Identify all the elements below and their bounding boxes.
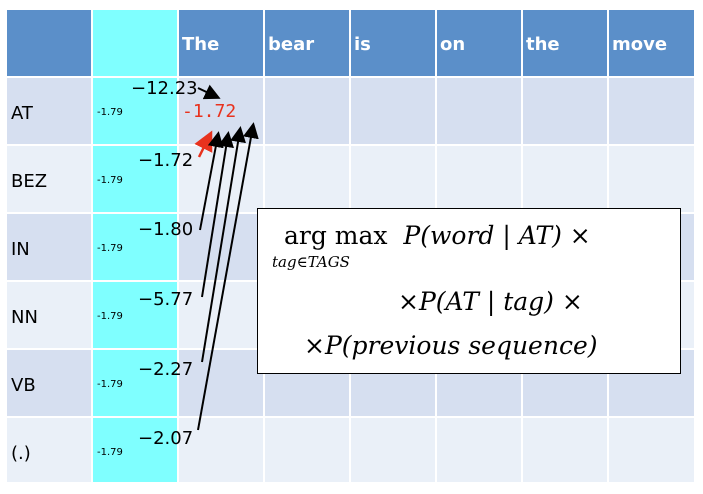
prev-score-at: −12.23 <box>131 78 198 99</box>
tag-label: VB <box>7 350 93 418</box>
best-score: -1.72 <box>182 101 237 122</box>
start-cell: -1.79 <box>93 146 179 214</box>
tag-label: NN <box>7 282 93 350</box>
table-cell <box>351 146 437 214</box>
table-cell <box>523 146 609 214</box>
start-score: -1.79 <box>97 107 123 118</box>
prev-score-period: −2.07 <box>138 428 194 449</box>
header-word: move <box>609 10 694 78</box>
table-cell <box>609 78 694 146</box>
start-score: -1.79 <box>97 447 123 458</box>
start-cell: -1.79 <box>93 418 179 484</box>
header-word: bear <box>265 10 351 78</box>
start-score: -1.79 <box>97 175 123 186</box>
start-score: -1.79 <box>97 311 123 322</box>
formula-line-2: ×P(AT | tag) × <box>398 287 583 316</box>
header-word: is <box>351 10 437 78</box>
table-cell <box>609 418 694 484</box>
formula-box: arg max P(word | AT) × tag∈TAGS ×P(AT | … <box>257 208 681 374</box>
argmax-operator: arg max <box>284 221 388 250</box>
formula-line-1: arg max P(word | AT) × <box>284 221 591 250</box>
header-corner <box>7 10 93 78</box>
table-cell <box>609 146 694 214</box>
prev-score-in: −1.80 <box>138 219 194 240</box>
header-word: on <box>437 10 523 78</box>
start-score: -1.79 <box>97 243 123 254</box>
tag-label: BEZ <box>7 146 93 214</box>
formula-emission-term: P(word | AT) × <box>403 221 591 250</box>
header-word: the <box>523 10 609 78</box>
prev-score-nn: −5.77 <box>138 289 194 310</box>
table-cell <box>523 78 609 146</box>
header-start-column <box>93 10 179 78</box>
start-cell: -1.79 <box>93 282 179 350</box>
start-cell: -1.79 <box>93 214 179 282</box>
start-score: -1.79 <box>97 379 123 390</box>
table-cell <box>351 418 437 484</box>
table-cell <box>437 418 523 484</box>
table-cell <box>351 78 437 146</box>
table-cell <box>265 146 351 214</box>
tag-label: IN <box>7 214 93 282</box>
formula-line-3: ×P(previous sequence) <box>304 331 598 360</box>
start-cell: -1.79 <box>93 78 179 146</box>
table-cell <box>437 146 523 214</box>
tag-label: AT <box>7 78 93 146</box>
prev-score-bez: −1.72 <box>138 150 194 171</box>
table-cell <box>523 418 609 484</box>
table-cell <box>265 78 351 146</box>
table-cell <box>437 78 523 146</box>
start-cell: -1.79 <box>93 350 179 418</box>
tag-label: (.) <box>7 418 93 484</box>
header-word: The <box>179 10 265 78</box>
formula-subscript: tag∈TAGS <box>272 253 350 271</box>
prev-score-vb: −2.27 <box>138 359 194 380</box>
table-cell <box>265 418 351 484</box>
